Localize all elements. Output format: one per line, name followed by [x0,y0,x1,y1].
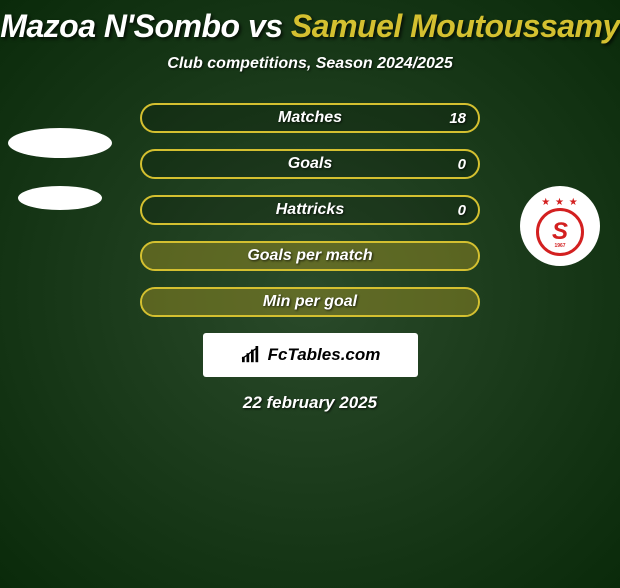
stat-bar: Goals per match [140,241,480,271]
avatar-ellipse-1 [8,128,112,158]
stat-bar-label: Matches [278,109,342,127]
badge-letter: S [552,218,568,246]
avatar-ellipse-2 [18,186,102,210]
stat-bar-label: Goals per match [247,247,372,265]
comparison-title: Mazoa N'Sombo vs Samuel Moutoussamy [0,8,620,45]
stat-bar-value: 0 [458,156,466,173]
player2-name: Samuel Moutoussamy [291,8,620,44]
stats-bars: Matches 18 Goals 0 Hattricks 0 Goals per match… [140,103,480,317]
badge-content: ★ ★ ★ S 1967 [536,197,584,256]
source-logo: FcTables.com [203,333,418,377]
badge-year: 1967 [554,243,565,249]
logo-text: FcTables.com [268,345,381,365]
stat-bar: Hattricks 0 [140,195,480,225]
team-badge: ★ ★ ★ S 1967 [520,186,600,266]
left-avatar-placeholder [8,128,112,238]
stat-bar-value: 0 [458,202,466,219]
stat-bar-label: Min per goal [263,293,357,311]
snapshot-date: 22 february 2025 [0,393,620,413]
stat-bar: Matches 18 [140,103,480,133]
bar-chart-icon [240,346,262,364]
stat-bar: Min per goal [140,287,480,317]
stat-bar-value: 18 [449,110,466,127]
vs-text: vs [248,8,283,44]
badge-circle: S 1967 [536,208,584,256]
stat-bar-label: Hattricks [276,201,344,219]
stat-bar: Goals 0 [140,149,480,179]
stat-bar-label: Goals [288,155,332,173]
season-subtitle: Club competitions, Season 2024/2025 [0,55,620,73]
badge-stars-icon: ★ ★ ★ [541,197,578,208]
player1-name: Mazoa N'Sombo [0,8,239,44]
